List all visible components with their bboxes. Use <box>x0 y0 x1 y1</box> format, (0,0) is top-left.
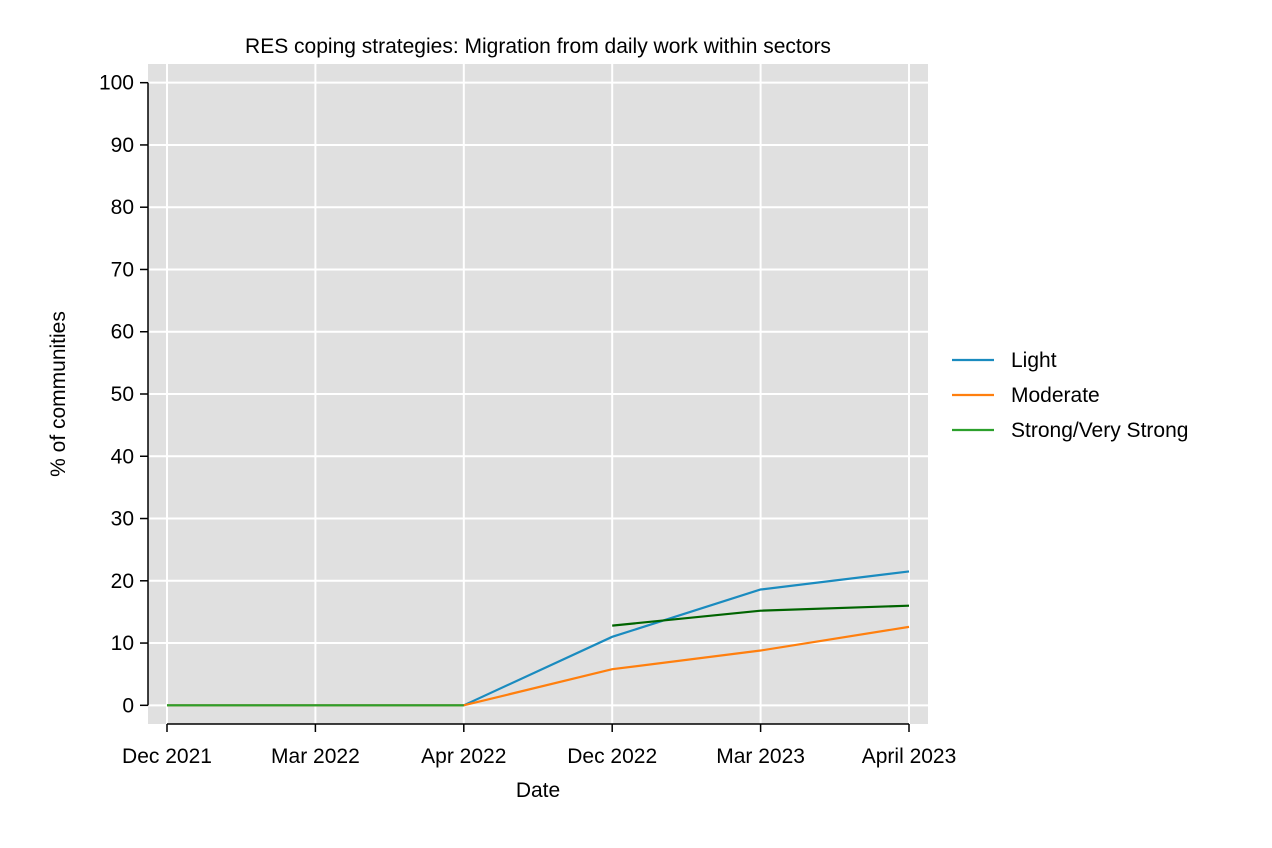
legend-label-light: Light <box>1011 349 1057 372</box>
x-axis-label: Date <box>516 779 560 802</box>
y-tick-label: 20 <box>111 570 134 593</box>
y-tick-label: 70 <box>111 258 134 281</box>
grid-lines <box>148 64 928 724</box>
y-tick-label: 10 <box>111 632 134 655</box>
y-tick-label: 40 <box>111 445 134 468</box>
chart-title: RES coping strategies: Migration from da… <box>245 35 831 58</box>
legend-label-moderate: Moderate <box>1011 384 1100 407</box>
y-tick-label: 30 <box>111 508 134 531</box>
y-axis-label: % of communities <box>47 311 70 477</box>
x-tick-label: Mar 2022 <box>271 745 360 768</box>
x-tick-label: Apr 2022 <box>421 745 506 768</box>
series-line-series-4 <box>612 604 910 627</box>
y-tick-label: 80 <box>111 196 134 219</box>
x-tick-label: Dec 2021 <box>122 745 212 768</box>
x-tick-label: Mar 2023 <box>716 745 805 768</box>
series-lines <box>167 570 910 707</box>
y-tick-label: 100 <box>99 72 134 95</box>
y-tick-label: 0 <box>122 694 134 717</box>
axes: 0 10 20 30 40 50 60 70 80 90 100 Dec 2021 Mar 2022 Ap… <box>99 72 956 768</box>
x-tick-label: April 2023 <box>862 745 957 768</box>
y-tick-label: 60 <box>111 321 134 344</box>
legend-label-strong-very-strong: Strong/Very Strong <box>1011 419 1188 442</box>
y-tick-label: 90 <box>111 134 134 157</box>
x-tick-label: Dec 2022 <box>567 745 657 768</box>
y-tick-label: 50 <box>111 383 134 406</box>
legend: Light Moderate Strong/Very Strong <box>952 349 1188 442</box>
